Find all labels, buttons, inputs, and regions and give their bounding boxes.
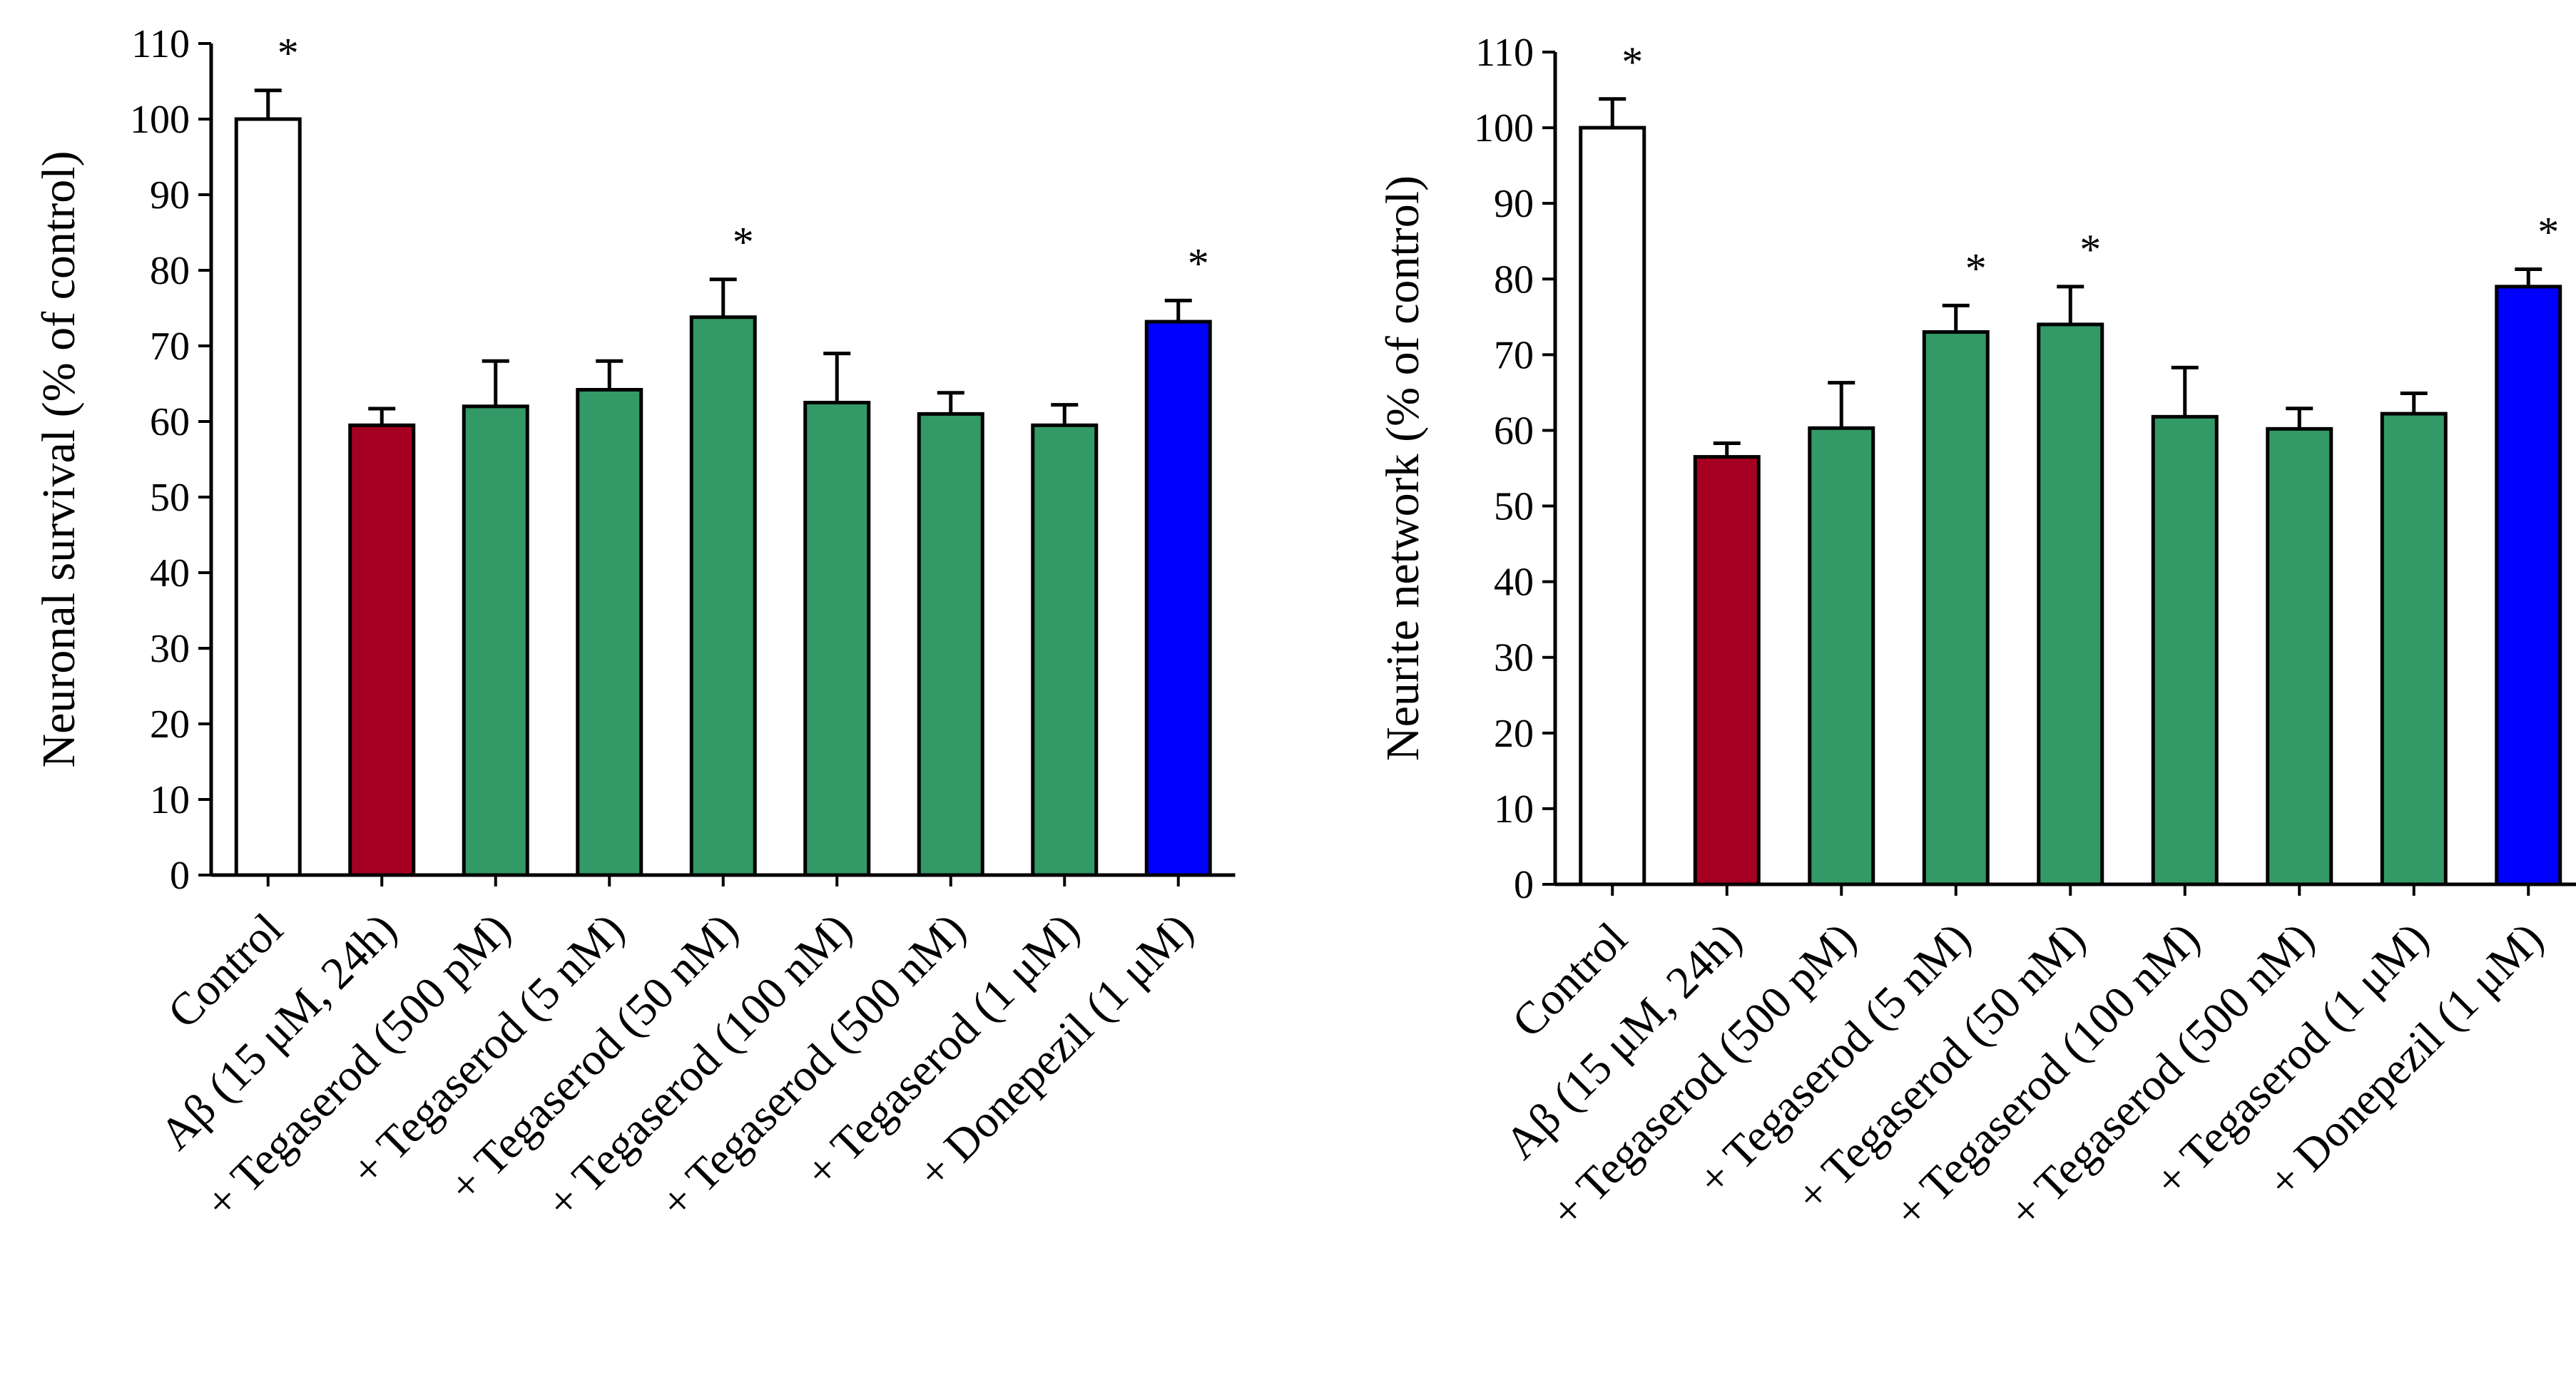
y-tick-label: 90: [1494, 182, 1534, 226]
panel-neurite-network: 0 10 20 30 40 50 60 70 80 90 100 110 Neurite network…: [1377, 31, 2576, 1237]
bar-group: [2380, 391, 2448, 886]
bar: [1693, 455, 1761, 886]
significance-star: *: [2537, 208, 2559, 255]
bar-group: [1031, 403, 1099, 877]
y-tick-label: 70: [1494, 333, 1534, 377]
bar: [2495, 285, 2562, 886]
y-tick-label: 110: [1475, 31, 1534, 75]
bar: [2380, 412, 2448, 886]
y-tick-label: 60: [150, 400, 190, 444]
bar-group: [234, 88, 302, 877]
bar-group: [2266, 407, 2333, 886]
bar-group: [462, 359, 529, 877]
y-axis-title: Neuronal survival (% of control): [33, 150, 85, 767]
bar-group: [576, 359, 643, 877]
y-tick-label: 30: [1494, 636, 1534, 680]
y-tick-label: 0: [170, 854, 190, 898]
y-tick-label: 0: [1514, 863, 1534, 907]
bar: [1579, 126, 1646, 886]
y-tick-label: 20: [1494, 712, 1534, 756]
panel-neuronal-survival: 0 10 20 30 40 50 60 70 80 90 100 110 Neuronal surviv…: [33, 22, 1236, 1228]
bar-group: [1579, 97, 1646, 886]
y-tick-label: 50: [150, 476, 190, 520]
y-tick-label: 10: [150, 778, 190, 822]
y-tick-label: 80: [150, 249, 190, 293]
bar-group: [2037, 285, 2104, 886]
bar: [803, 401, 871, 877]
bar: [234, 117, 302, 877]
y-tick-label: 10: [1494, 787, 1534, 832]
bar-group: [1808, 381, 1875, 886]
y-axis-title: Neurite network (% of control): [1377, 175, 1429, 761]
y-tick-label: 60: [1494, 409, 1534, 453]
y-tick-label: 30: [150, 627, 190, 671]
bar: [689, 315, 757, 877]
significance-star: *: [278, 30, 299, 77]
bar-group: [2495, 267, 2562, 886]
bar-group: [917, 391, 984, 877]
bar: [462, 404, 529, 877]
bar-group: [2151, 365, 2219, 886]
bar: [2151, 414, 2219, 886]
bar-group: [689, 277, 757, 877]
bar-group: [1693, 441, 1761, 886]
bar: [1808, 426, 1875, 886]
y-tick-label: 100: [130, 98, 190, 142]
y-tick-label: 50: [1494, 485, 1534, 529]
bar: [2266, 426, 2333, 886]
significance-star: *: [733, 219, 754, 266]
bar-group: [1144, 298, 1212, 877]
y-tick-label: 20: [150, 702, 190, 747]
significance-star: *: [1188, 240, 1209, 287]
bar: [917, 412, 984, 877]
bar: [576, 387, 643, 877]
y-tick-label: 80: [1494, 257, 1534, 302]
y-tick-label: 90: [150, 173, 190, 218]
significance-star: *: [1622, 39, 1643, 86]
y-tick-label: 100: [1474, 106, 1534, 150]
y-tick-label: 110: [131, 22, 190, 66]
bar: [2037, 322, 2104, 886]
significance-star: *: [2079, 226, 2101, 273]
y-tick-label: 40: [150, 551, 190, 596]
significance-star: *: [1965, 245, 1987, 292]
bar: [348, 423, 416, 877]
bar: [1144, 320, 1212, 877]
bar-group: [348, 407, 416, 877]
bar: [1922, 330, 1990, 886]
bar: [1031, 423, 1099, 877]
bar-group: [803, 352, 871, 877]
bar-group: [1922, 303, 1990, 886]
y-tick-label: 70: [150, 324, 190, 369]
y-tick-label: 40: [1494, 561, 1534, 605]
